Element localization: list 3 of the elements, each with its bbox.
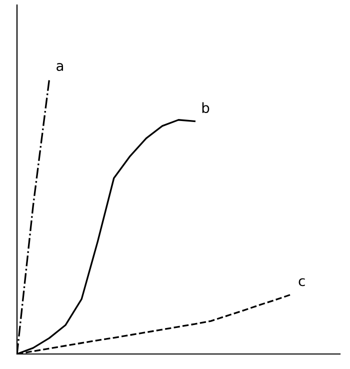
series-label: a (56, 63, 64, 72)
series-label: b (202, 102, 210, 114)
series-label: c (298, 278, 305, 286)
